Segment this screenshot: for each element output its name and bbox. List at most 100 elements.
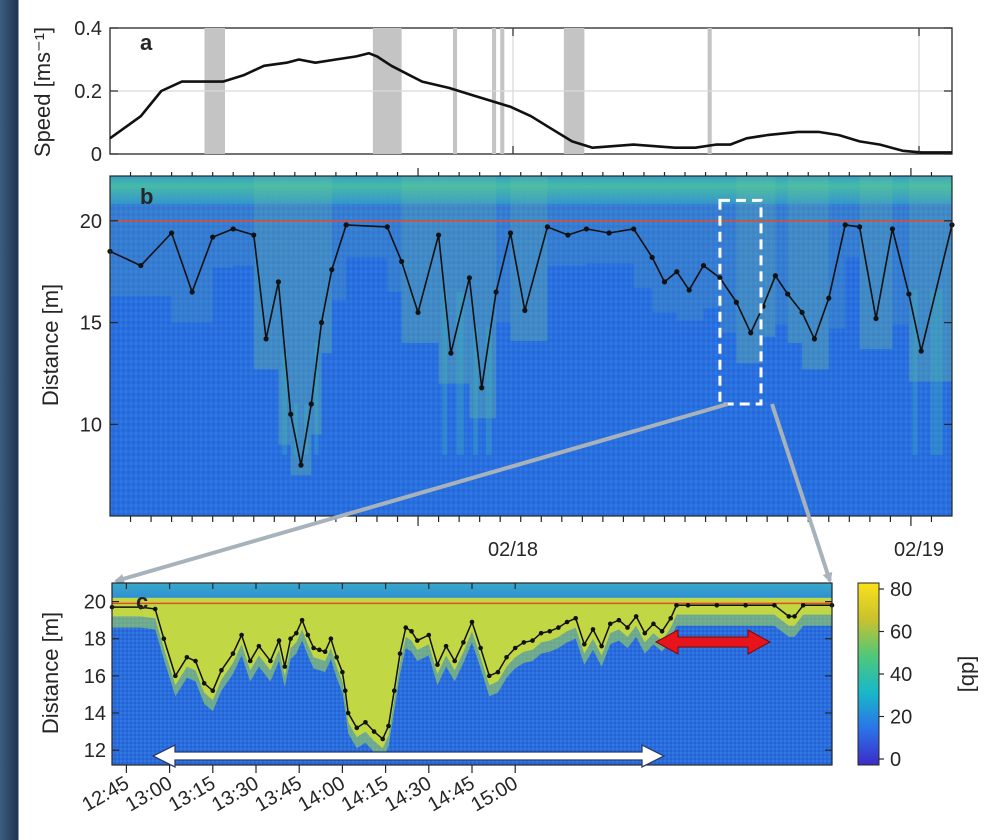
profile-b-point: [308, 401, 314, 407]
profile-c-point: [391, 688, 397, 694]
profile-c-point: [342, 688, 348, 694]
profile-c-point: [714, 602, 720, 608]
echo-streak: [750, 176, 764, 364]
red-double-arrow: [654, 629, 772, 655]
profile-c-point: [607, 621, 613, 627]
echo-streak: [828, 176, 846, 329]
profile-c-point: [633, 614, 639, 619]
profile-b-point: [384, 224, 390, 230]
profile-b-point: [544, 224, 551, 230]
echo-streak: [736, 176, 751, 364]
panel-c: 12 14 16 18 20 12:4513:0013:1513:3013:4514:0…: [38, 582, 835, 816]
profile-b-point: [826, 295, 832, 301]
profile-c-point: [328, 636, 334, 642]
profile-b-point: [906, 291, 912, 297]
profile-b-point: [230, 226, 236, 232]
profile-c-point: [305, 632, 311, 638]
profile-c-point: [573, 615, 578, 621]
profile-b-point: [399, 258, 405, 265]
colorbar-tick-label: 80: [890, 579, 912, 601]
echo-streak: [401, 176, 419, 343]
profile-c-point: [210, 688, 216, 694]
distance-axis-title-c: Distance [m]: [38, 612, 63, 734]
echo-streak-deep: [473, 326, 479, 455]
profile-c-point: [288, 636, 293, 642]
time-tick-label-c: 13:15: [165, 772, 219, 816]
profile-c-point: [282, 664, 288, 669]
profile-c-point: [651, 621, 656, 627]
profile-c-point: [299, 617, 305, 623]
profile-c-point: [547, 628, 553, 634]
profile-c-point: [268, 658, 273, 664]
distance-tick-label-c: 20: [84, 592, 106, 614]
echogram-b-surface-band: [110, 176, 952, 204]
time-tick-label-c: 14:30: [381, 772, 435, 816]
distance-tick-label-b: 15: [80, 313, 102, 335]
colorbar-label: [db]: [957, 656, 982, 693]
profile-c-point: [452, 658, 458, 664]
profile-b-point: [856, 224, 863, 230]
echo-streak: [438, 176, 451, 384]
profile-b-point: [251, 232, 257, 238]
echo-streak: [253, 176, 267, 370]
profile-c-point: [443, 643, 449, 649]
profile-c-point: [311, 645, 316, 651]
speed-tick-label: 0.4: [74, 18, 102, 40]
profile-b-point: [466, 275, 472, 281]
x-tick-0218: 02/18: [488, 539, 538, 561]
distance-y-ticks-b: 10 15 20: [80, 211, 952, 436]
time-tick-label-c: 15:00: [467, 772, 521, 816]
profile-b-point: [507, 230, 514, 236]
profile-c-point: [403, 625, 409, 630]
profile-c-point: [590, 627, 596, 632]
echo-streak-deep: [930, 290, 943, 455]
profile-c-point: [521, 640, 527, 645]
echo-streak: [387, 176, 402, 293]
profile-c-point: [461, 640, 466, 645]
profile-b-point: [799, 309, 805, 316]
profile-c-point: [564, 619, 570, 625]
colorbar: 0 20 40 60 80 [db]: [857, 579, 982, 771]
profile-c-point: [625, 625, 630, 630]
echo-streak: [676, 176, 690, 321]
distance-tick-label-b: 20: [80, 211, 102, 233]
speed-tick-label: 0: [91, 144, 102, 166]
echo-streak: [140, 176, 172, 297]
echo-streak: [908, 176, 922, 382]
profile-b-point: [631, 226, 637, 232]
distance-tick-label-c: 18: [84, 629, 106, 651]
echo-streak: [876, 176, 893, 350]
echo-streak: [311, 176, 322, 435]
profile-b-point: [565, 232, 571, 238]
profile-b-point: [772, 273, 778, 279]
profile-b-point: [298, 462, 304, 468]
echo-streak: [921, 176, 952, 382]
echo-streak-deep: [282, 353, 288, 455]
profile-c-point: [322, 649, 328, 655]
profile-b-point: [873, 315, 879, 322]
profile-c-point: [345, 710, 351, 716]
profile-c-point: [354, 725, 360, 731]
profile-line-c: [109, 602, 835, 742]
zoom-highlight-box: [718, 198, 763, 406]
profile-c-point: [340, 669, 345, 675]
profile-b-point: [748, 330, 754, 336]
profile-b-point: [415, 309, 421, 316]
profile-c-point: [294, 630, 299, 636]
profile-b-point: [889, 226, 896, 232]
profile-b-point: [583, 226, 590, 232]
profile-c-point: [469, 619, 475, 625]
profile-b-point: [138, 262, 144, 269]
profile-b-point: [343, 222, 349, 228]
profile-c-point: [193, 658, 198, 664]
profile-c-point: [478, 645, 483, 651]
profile-b-point: [842, 222, 848, 228]
profile-c-point: [538, 630, 544, 636]
echo-streak-deep: [456, 292, 464, 455]
profile-c-point: [239, 632, 244, 638]
echo-streak: [652, 176, 665, 313]
profile-b-point: [700, 262, 707, 269]
profile-c-point: [530, 638, 535, 643]
echo-streak: [586, 176, 610, 264]
echo-streak-deep: [486, 326, 492, 455]
